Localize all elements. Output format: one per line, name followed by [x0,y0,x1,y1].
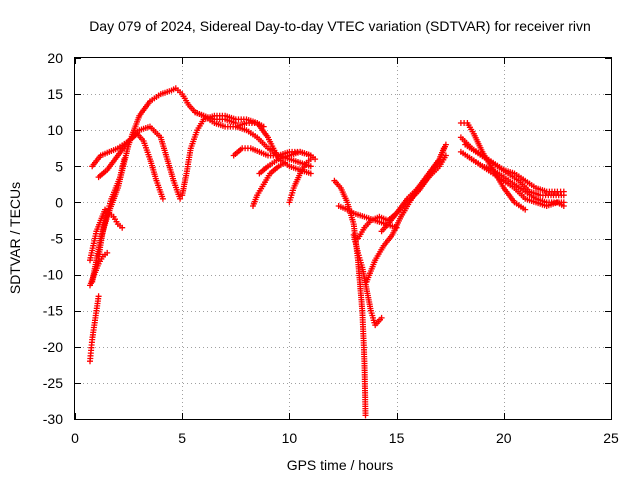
data-points [87,85,567,419]
chart-title: Day 079 of 2024, Sidereal Day-to-day VTE… [89,18,591,34]
y-tick-labels: -30 -25 -20 -15 -10 -5 0 5 10 15 20 [43,50,63,427]
x-axis-label: GPS time / hours [287,457,394,473]
y-tick-label: -15 [43,303,63,319]
axis-ticks [75,58,612,420]
data-point [522,206,529,213]
y-tick-label: -5 [51,231,64,247]
y-tick-label: -25 [43,375,63,391]
data-point [560,199,567,206]
data-point [104,249,111,256]
y-tick-label: -30 [43,411,63,427]
data-point [442,152,449,159]
plot-frame [74,57,612,420]
data-point [121,156,128,163]
data-point [177,195,184,202]
data-point [307,170,314,177]
y-tick-label: 5 [55,158,63,174]
x-tick-label: 15 [389,430,405,446]
data-point [95,293,102,300]
y-tick-label: 0 [55,194,63,210]
x-tick-labels: 0 5 10 15 20 25 [71,430,619,446]
y-tick-label: 15 [47,86,63,102]
x-tick-label: 25 [603,430,619,446]
x-tick-label: 5 [178,430,186,446]
data-point [307,163,314,170]
y-tick-label: 20 [47,50,63,66]
x-tick-label: 10 [282,430,298,446]
y-tick-label: 10 [47,122,63,138]
data-point [159,195,166,202]
grid-lines [75,58,611,419]
data-point [378,314,385,321]
x-tick-label: 0 [71,430,79,446]
data-point [442,141,449,148]
y-axis-label: SDTVAR / TECUs [7,182,23,294]
data-point [560,192,567,199]
data-point [119,224,126,231]
data-point [362,412,369,419]
data-point [282,159,289,166]
y-tick-label: -10 [43,267,63,283]
data-point [307,156,314,163]
x-tick-label: 20 [496,430,512,446]
y-tick-label: -20 [43,339,63,355]
